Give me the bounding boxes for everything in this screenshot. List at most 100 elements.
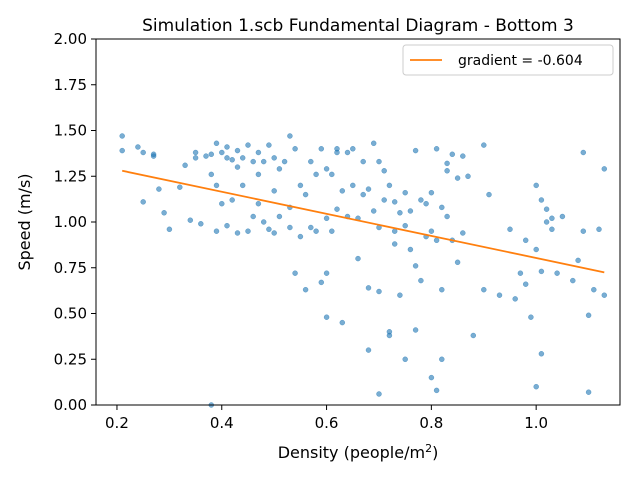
data-point — [182, 162, 188, 169]
data-point — [439, 356, 445, 363]
x-tick-label: 0.8 — [419, 414, 443, 432]
data-point — [302, 191, 309, 198]
data-point — [460, 230, 466, 236]
data-point — [397, 292, 403, 298]
data-point — [245, 142, 251, 148]
data-point — [287, 224, 293, 231]
data-point — [292, 270, 298, 276]
data-point — [580, 228, 587, 234]
data-point — [370, 140, 377, 147]
x-axis-ticks: 0.2 0.4 0.6 0.8 1.0 — [105, 405, 548, 432]
data-point — [266, 226, 272, 233]
data-point — [213, 228, 220, 234]
data-point — [308, 158, 314, 165]
data-point — [428, 189, 435, 196]
data-point — [376, 158, 382, 165]
data-point — [224, 144, 230, 150]
data-point — [470, 332, 477, 339]
data-point — [412, 263, 419, 269]
data-point — [454, 259, 461, 266]
x-tick-label: 0.4 — [210, 414, 234, 432]
data-point — [229, 197, 235, 203]
data-point — [570, 277, 576, 284]
data-point — [297, 233, 304, 240]
data-point — [350, 182, 356, 189]
data-point — [229, 157, 235, 163]
data-point — [418, 197, 424, 203]
data-point — [543, 206, 550, 212]
data-point — [276, 213, 283, 220]
data-point — [281, 158, 288, 165]
data-point — [276, 166, 283, 172]
data-point — [533, 383, 539, 390]
data-point — [402, 356, 408, 363]
fit-line-group — [122, 169, 605, 274]
data-point — [329, 228, 335, 234]
y-tick-label: 1.25 — [54, 167, 87, 185]
data-point — [412, 147, 419, 154]
data-point — [522, 237, 529, 244]
data-point — [391, 199, 398, 205]
data-point — [224, 222, 230, 229]
data-point — [543, 219, 550, 225]
data-point — [554, 270, 560, 276]
data-point — [219, 200, 225, 207]
data-point — [386, 332, 393, 339]
data-point — [365, 285, 372, 291]
data-point — [339, 188, 346, 194]
data-point — [402, 222, 408, 229]
data-point — [318, 146, 325, 152]
data-point — [135, 144, 141, 150]
x-tick-label: 1.0 — [524, 414, 548, 432]
data-point — [397, 210, 403, 216]
data-point — [323, 314, 330, 320]
data-point — [376, 288, 382, 295]
y-tick-label: 2.00 — [54, 30, 87, 48]
data-point — [344, 149, 351, 156]
data-point — [260, 219, 267, 225]
data-point — [339, 319, 346, 326]
data-point — [496, 292, 503, 298]
data-point — [234, 164, 241, 170]
data-point — [402, 189, 408, 196]
chart-title: Simulation 1.scb Fundamental Diagram - B… — [142, 16, 574, 36]
data-point — [119, 147, 125, 154]
legend-label: gradient = -0.604 — [458, 53, 583, 69]
data-point — [444, 168, 450, 174]
y-tick-label: 0.75 — [54, 259, 87, 277]
data-point — [407, 246, 414, 253]
legend: gradient = -0.604 — [402, 44, 614, 76]
data-point — [538, 268, 545, 275]
data-point — [234, 230, 241, 236]
data-point — [549, 215, 555, 222]
data-point — [323, 166, 330, 172]
data-point — [260, 158, 267, 165]
data-point — [313, 228, 319, 234]
data-point — [423, 200, 429, 207]
data-point — [481, 142, 487, 148]
y-tick-label: 1.00 — [54, 213, 87, 231]
data-point — [213, 140, 220, 147]
x-tick-label: 0.2 — [105, 414, 129, 432]
data-point — [302, 286, 309, 293]
data-point — [224, 155, 230, 161]
data-point — [323, 215, 330, 222]
data-point — [255, 171, 262, 178]
data-point — [187, 217, 194, 223]
data-point — [418, 277, 424, 284]
data-point — [528, 314, 534, 320]
data-point — [192, 149, 199, 156]
data-point — [559, 213, 566, 220]
x-tick-label: 0.6 — [315, 414, 339, 432]
data-point — [239, 182, 246, 189]
data-point — [365, 186, 372, 192]
data-point — [538, 197, 545, 203]
y-axis-label: Speed (m/s) — [15, 173, 34, 270]
data-point — [292, 146, 298, 152]
data-point — [486, 191, 492, 198]
data-point — [271, 155, 277, 161]
data-point — [580, 149, 587, 156]
data-point — [334, 149, 340, 156]
y-tick-label: 0.50 — [54, 305, 87, 323]
